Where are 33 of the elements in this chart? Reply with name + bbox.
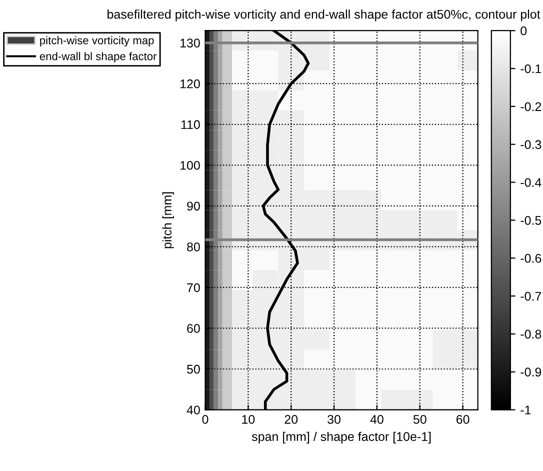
color-bar-label: -0.5 [520, 216, 542, 225]
color-bar-label: -0.9 [520, 368, 542, 377]
y-tick-label: 80 [187, 242, 200, 252]
x-tick-label: 10 [242, 414, 255, 424]
y-tick-label: 90 [187, 202, 200, 211]
color-bar-label: -1 [520, 406, 531, 414]
color-bar-label: -0.2 [520, 102, 542, 112]
y-tick-label: 110 [181, 120, 200, 130]
text: pitch-wise vorticity map [40, 36, 154, 47]
y-tick-label: 50 [186, 364, 200, 374]
color-bar-label: -0.3 [520, 140, 542, 150]
y-tick-label: 120 [180, 79, 200, 88]
y-tick-label: 40 [186, 406, 200, 414]
color-bar-label: -0.1 [520, 64, 542, 74]
y-tick-label: 100 [180, 160, 200, 170]
x-tick-label: 30 [328, 414, 340, 424]
y-tick-label: 60 [187, 324, 200, 333]
legend-label: end-wall bl shape factor [40, 52, 157, 62]
x-tick-label: 50 [413, 414, 426, 424]
color-bar-label: -0.6 [520, 254, 542, 263]
color-bar-label: -0.8 [520, 330, 542, 339]
x-axis-title: span [mm] / shape factor [10e-1] [252, 432, 431, 444]
color-bar-label: 0 [520, 26, 527, 36]
y-tick-label: 70 [187, 283, 200, 292]
color-bar-label: -0.7 [520, 292, 542, 301]
chart-title: basefiltered pitch-wise vorticity and end-wall shape factor at50%c, contour plot [108, 10, 540, 22]
color-bar-label: -0.4 [520, 178, 542, 187]
y-tick-label: 130 [180, 38, 200, 48]
x-tick-label: 40 [370, 414, 384, 424]
x-tick-label: 20 [284, 414, 298, 424]
x-tick-label: 0 [202, 414, 208, 424]
x-tick-label: 60 [456, 414, 470, 424]
y-axis-title: pitch [mm] [162, 192, 174, 248]
